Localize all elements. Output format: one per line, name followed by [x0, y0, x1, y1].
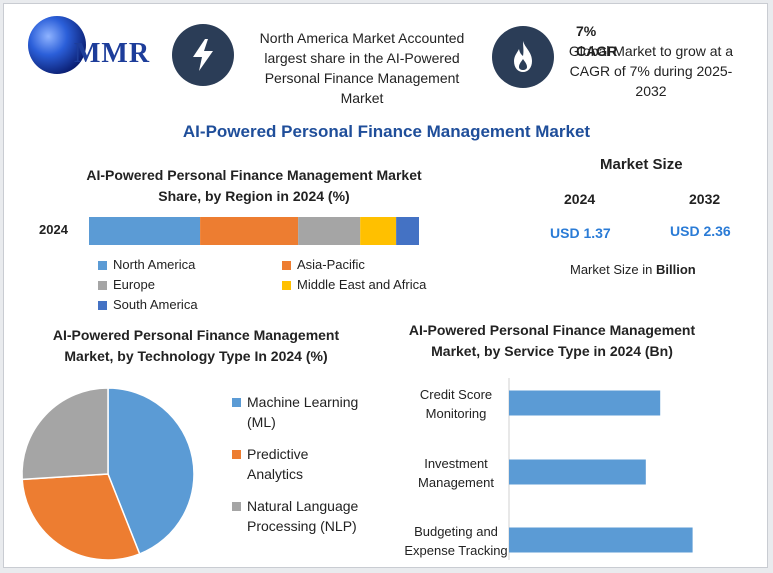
market-size-title: Market Size	[600, 156, 683, 173]
lightning-icon	[172, 24, 234, 86]
legend-swatch	[232, 398, 241, 407]
legend-swatch	[98, 281, 107, 290]
legend-label-line: Machine Learning	[247, 394, 359, 410]
pie-slice-1	[107, 387, 195, 555]
legend-label: Predictive Analytics	[247, 444, 308, 484]
service-category-label: Investment Management	[418, 456, 494, 490]
logo-text: MMR	[74, 38, 151, 69]
region-legend-item: North America	[98, 257, 195, 272]
header-left-text: North America Market Accounted largest s…	[259, 30, 465, 106]
cagr-title: 7% CAGR	[576, 23, 618, 59]
region-chart-title: AI-Powered Personal Finance Management M…	[86, 167, 422, 204]
legend-swatch	[98, 261, 107, 270]
main-title: AI-Powered Personal Finance Management M…	[182, 122, 591, 141]
service-bar-1	[509, 390, 661, 416]
legend-label: Natural Language Processing (NLP)	[247, 496, 358, 536]
market-size-note: Market Size in Billion	[570, 262, 696, 277]
pie-slice-2	[21, 473, 141, 561]
service-bar-3	[509, 527, 693, 553]
region-bar-segment-1	[89, 217, 201, 245]
tech-legend-item: Machine Learning (ML)	[232, 392, 358, 432]
legend-swatch	[232, 450, 241, 459]
infographic-frame: MMR North America Market Accounted large…	[3, 3, 768, 568]
legend-swatch	[282, 261, 291, 270]
globe-logo-icon	[28, 16, 86, 74]
legend-label-line: Natural Language	[247, 498, 359, 514]
legend-label-line: (ML)	[247, 414, 276, 430]
region-legend-item: Asia-Pacific	[282, 257, 365, 272]
region-bar-segment-3	[298, 217, 361, 245]
tech-legend-item: Predictive Analytics	[232, 444, 308, 484]
legend-swatch	[98, 301, 107, 310]
tech-legend-item: Natural Language Processing (NLP)	[232, 496, 358, 536]
legend-label: Asia-Pacific	[297, 257, 365, 272]
legend-label: Europe	[113, 277, 155, 292]
market-size-value-2024: USD 1.37	[550, 225, 611, 241]
region-bar-segment-4	[360, 217, 397, 245]
region-legend-item: Middle East and Africa	[282, 277, 426, 292]
legend-swatch	[282, 281, 291, 290]
region-bar-segment-5	[396, 217, 419, 245]
pie-slice-3	[21, 387, 109, 481]
region-category-label: 2024	[39, 222, 69, 237]
legend-label: Machine Learning (ML)	[247, 392, 358, 432]
legend-label-line: Processing (NLP)	[247, 518, 357, 534]
market-size-note-unit: Billion	[655, 262, 696, 277]
cagr-text: Global Market to grow at a CAGR of 7% du…	[568, 43, 734, 99]
region-stacked-bar-chart: 2024	[39, 217, 419, 245]
legend-swatch	[232, 502, 241, 511]
legend-label: South America	[113, 297, 198, 312]
market-size-year-2024: 2024	[564, 191, 596, 207]
tech-chart-title: AI-Powered Personal Finance Management M…	[52, 327, 340, 364]
region-bar-segment-2	[200, 217, 299, 245]
service-category-label: Credit Score Monitoring	[420, 387, 492, 421]
service-category-label: Budgeting and Expense Tracking	[404, 524, 507, 558]
tech-pie-chart	[21, 387, 195, 561]
region-legend-item: South America	[98, 297, 198, 312]
legend-label: Middle East and Africa	[297, 277, 427, 292]
legend-label-line: Analytics	[247, 466, 304, 482]
service-chart-title: AI-Powered Personal Finance Management M…	[408, 322, 696, 359]
region-legend-item: Europe	[98, 277, 155, 292]
legend-label: North America	[113, 257, 196, 272]
market-size-year-2032: 2032	[689, 191, 721, 207]
market-size-value-2032: USD 2.36	[670, 223, 731, 239]
legend-label-line: Predictive	[247, 446, 309, 462]
service-bar-chart: Credit Score Monitoring Investment Manageme…	[404, 378, 693, 560]
service-bar-2	[509, 459, 646, 485]
market-size-note-prefix: Market Size in	[570, 262, 656, 277]
flame-icon	[492, 26, 554, 88]
